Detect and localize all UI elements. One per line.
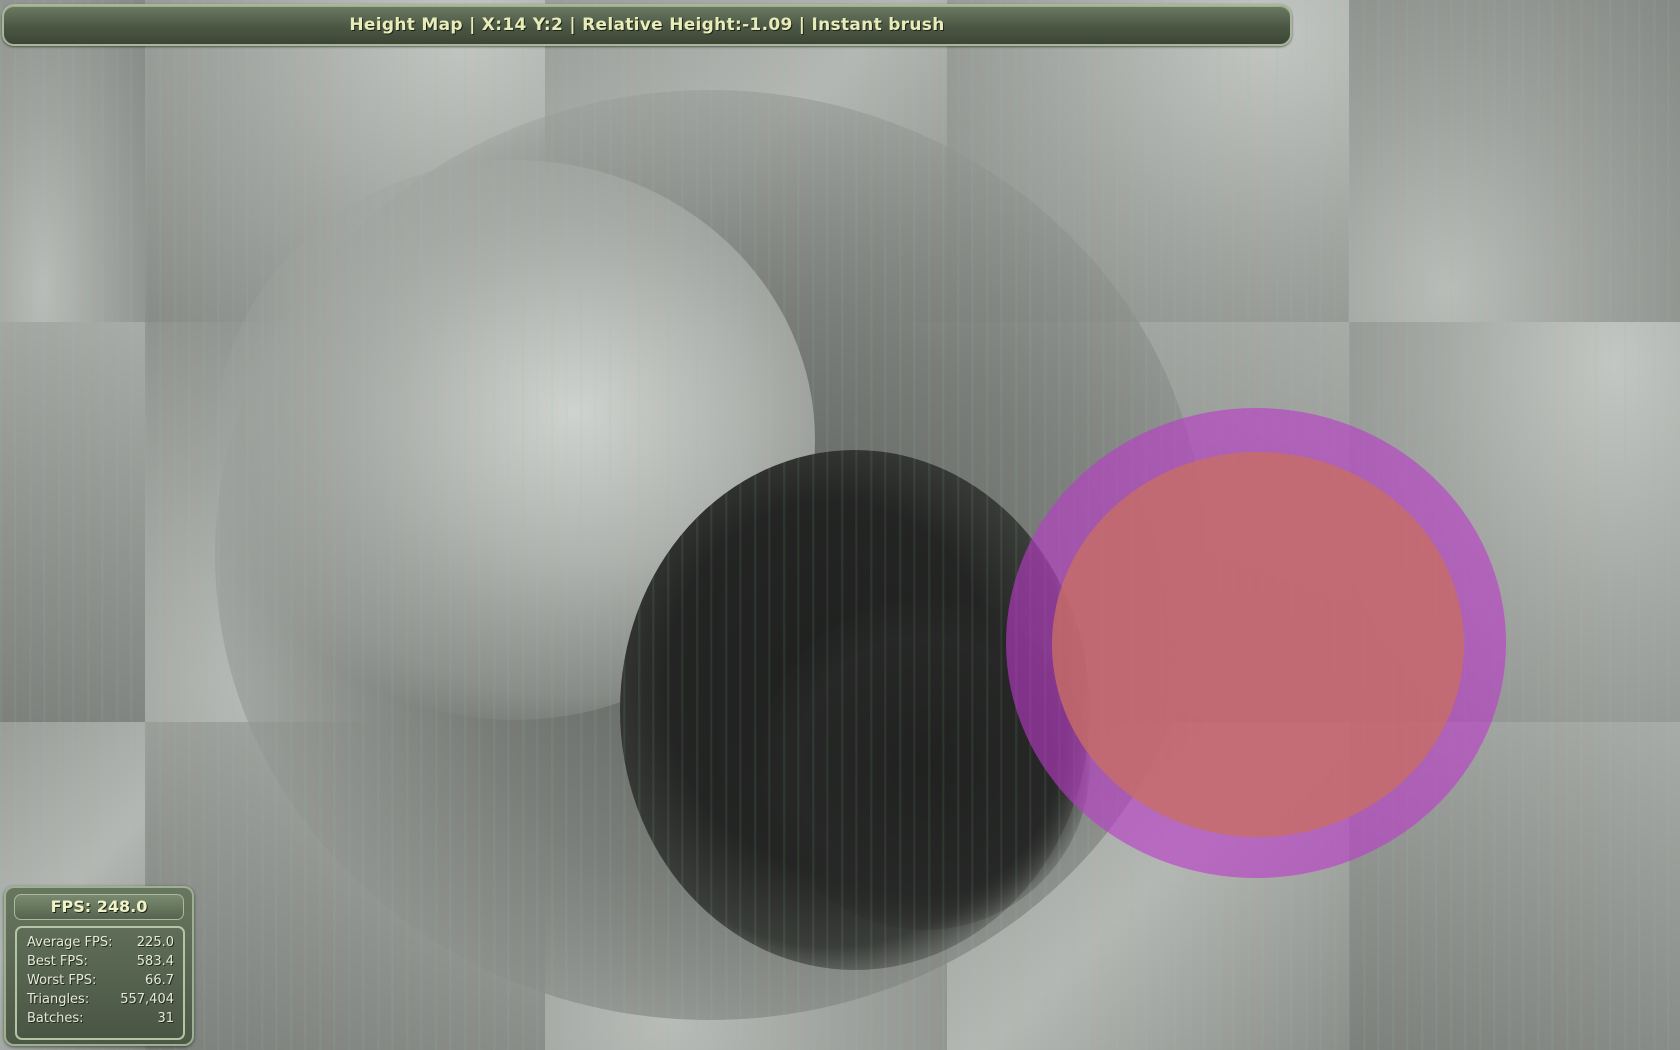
stat-row-triangles: Triangles: 557,404 [27,990,174,1009]
fps-stats-box: Average FPS: 225.0 Best FPS: 583.4 Worst… [15,926,185,1040]
stat-row-average-fps: Average FPS: 225.0 [27,933,174,952]
terrain-tile [0,322,145,722]
stat-label: Batches: [27,1011,84,1026]
terrain-tile [0,0,145,322]
stat-value: 66.7 [145,973,174,988]
stat-row-worst-fps: Worst FPS: 66.7 [27,971,174,990]
stat-value: 225.0 [136,935,174,950]
stat-label: Worst FPS: [27,973,97,988]
stat-value: 557,404 [120,992,174,1007]
stat-row-batches: Batches: 31 [27,1009,174,1028]
fps-header: FPS: 248.0 [14,894,184,920]
fps-panel: FPS: 248.0 Average FPS: 225.0 Best FPS: … [4,886,194,1046]
status-bar: Height Map | X:14 Y:2 | Relative Height:… [2,4,1292,46]
terrain-tile [1349,0,1680,322]
stat-label: Best FPS: [27,954,88,969]
stat-value: 31 [157,1011,174,1026]
brush-cursor-inner-area[interactable] [1052,452,1464,837]
status-text: Height Map | X:14 Y:2 | Relative Height:… [349,15,945,35]
stat-label: Average FPS: [27,935,113,950]
stat-row-best-fps: Best FPS: 583.4 [27,952,174,971]
stat-label: Triangles: [27,992,90,1007]
stat-value: 583.4 [136,954,174,969]
